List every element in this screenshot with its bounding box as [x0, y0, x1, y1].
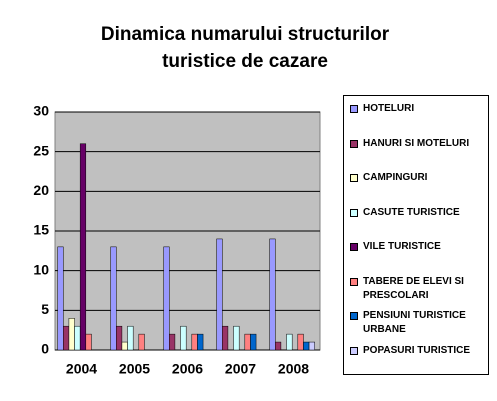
legend-item: CAMPINGURI	[350, 171, 484, 185]
legend-label: PENSIUNI TURISTICE URBANE	[363, 310, 466, 335]
legend-swatch	[350, 243, 358, 251]
legend-swatch	[350, 277, 358, 286]
bar	[63, 325, 70, 351]
y-tick-label: 0	[41, 341, 49, 357]
bar	[74, 325, 81, 351]
legend-swatch	[350, 346, 358, 355]
legend-label: HOTELURI	[363, 103, 415, 114]
legend-swatch	[350, 208, 358, 217]
y-tick-label: 30	[33, 103, 49, 119]
legend-swatch	[350, 174, 358, 182]
y-tick-label: 10	[33, 261, 49, 277]
bar	[110, 246, 117, 351]
legend-item: HOTELURI	[350, 102, 484, 116]
x-tick-label: 2006	[172, 361, 203, 377]
legend-label: CASUTE TURISTICE	[363, 206, 460, 218]
bar	[121, 341, 128, 351]
bar	[286, 333, 293, 351]
legend-item: TABERE DE ELEVI SI PRESCOLARI	[350, 275, 484, 303]
legend-swatch	[350, 105, 358, 113]
legend-label: POPASURI TURISTICE	[363, 344, 471, 356]
bar	[57, 246, 64, 351]
legend-item: PENSIUNI TURISTICE URBANE	[350, 309, 484, 337]
x-tick-label: 2007	[225, 361, 256, 377]
x-tick-label: 2008	[278, 361, 309, 377]
bar	[68, 318, 75, 351]
legend-swatch	[350, 139, 358, 148]
y-tick-label: 5	[41, 301, 49, 317]
legend-label: HANURI SI MOTELURI	[363, 137, 470, 149]
bar	[180, 325, 187, 351]
legend-item: CASUTE TURISTICE	[350, 206, 484, 220]
bar	[85, 333, 92, 351]
bar	[244, 333, 251, 351]
legend-label: CAMPINGURI	[363, 172, 428, 183]
x-tick-label: 2004	[66, 361, 97, 377]
bar	[303, 341, 310, 351]
bar	[275, 341, 282, 351]
bar	[297, 333, 304, 351]
bar	[216, 238, 223, 351]
bar	[116, 325, 123, 351]
legend-swatch	[350, 312, 358, 320]
bar	[138, 333, 145, 351]
chart-title: Dinamica numarului structurilor	[101, 24, 390, 45]
bar	[308, 341, 315, 351]
x-tick-label: 2005	[119, 361, 150, 377]
y-tick-label: 25	[33, 142, 49, 158]
legend-label: TABERE DE ELEVI SI PRESCOLARI	[363, 275, 464, 301]
bar	[169, 333, 176, 351]
chart-title: turistice de cazare	[162, 51, 328, 72]
bar	[191, 333, 198, 351]
y-tick-label: 15	[33, 222, 49, 238]
bar	[222, 325, 229, 351]
bar	[233, 325, 240, 351]
y-tick-label: 20	[33, 182, 49, 198]
bar	[197, 333, 204, 351]
legend-label: VILE TURISTICE	[363, 241, 441, 252]
legend-item: POPASURI TURISTICE	[350, 344, 484, 358]
bar	[269, 238, 276, 351]
bar	[163, 246, 170, 351]
legend: HOTELURI HANURI SI MOTELURI CAMPINGURI CASU…	[343, 95, 489, 375]
legend-item: HANURI SI MOTELURI	[350, 137, 484, 151]
bar	[127, 325, 134, 351]
legend-item: VILE TURISTICE	[350, 240, 484, 254]
bar	[79, 143, 87, 351]
bar	[250, 333, 257, 351]
